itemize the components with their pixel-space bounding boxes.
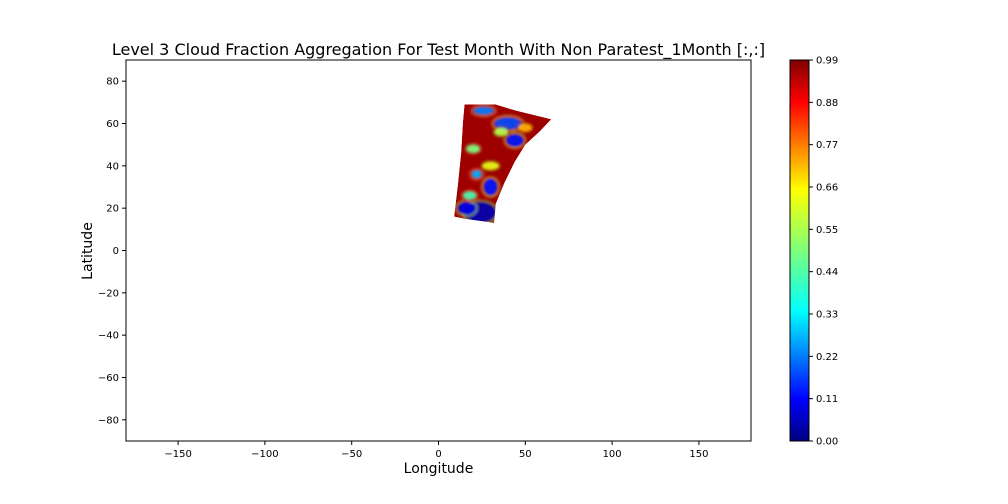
- y-tick-label: 0: [113, 246, 119, 257]
- swath-feature-edge: [491, 115, 525, 132]
- swath-feature-edge: [491, 125, 511, 139]
- satellite-swath: [454, 104, 552, 223]
- swath-feature-edge: [463, 142, 483, 156]
- y-tick-label: 60: [106, 119, 119, 130]
- chart-title: Level 3 Cloud Fraction Aggregation For T…: [112, 40, 765, 60]
- swath-feature: [483, 178, 498, 196]
- colorbar-tick-label: 0.88: [816, 98, 838, 109]
- x-tick-label: −50: [341, 449, 362, 460]
- swath-feature: [462, 191, 477, 200]
- colorbar-tick-label: 0.66: [816, 183, 838, 194]
- swath-feature-edge: [460, 189, 480, 202]
- colorbar-tick-label: 0.33: [816, 310, 838, 321]
- colorbar-tick-label: 0.55: [816, 225, 838, 236]
- swath-feature: [473, 106, 495, 116]
- x-axis: −150 −100 −50 0 50 100 150: [164, 441, 708, 460]
- y-axis-label: Latitude: [80, 222, 96, 280]
- colorbar-gradient: [789, 59, 810, 442]
- y-tick-label: 80: [106, 77, 119, 88]
- y-tick-label: −40: [98, 331, 119, 342]
- swath-feature: [518, 123, 533, 132]
- x-tick-label: −150: [164, 449, 191, 460]
- swath-feature: [457, 201, 475, 215]
- x-axis-label: Longitude: [404, 461, 474, 477]
- swath-feature-edge: [470, 104, 497, 118]
- swath-feature-edge: [468, 167, 485, 181]
- swath-feature-edge: [479, 159, 502, 173]
- colorbar-tick-label: 0.44: [816, 267, 838, 278]
- swath-feature: [481, 161, 500, 171]
- colorbar: 0.00 0.11 0.22 0.33 0.44 0.55 0.66 0.77 0.88 0.99: [789, 56, 838, 448]
- x-tick-label: 0: [435, 449, 441, 460]
- y-axis: 80 60 40 20 0 −20 −40 −60 −80: [98, 77, 126, 426]
- x-tick-label: 50: [519, 449, 532, 460]
- colorbar-tick-label: 0.11: [816, 394, 838, 405]
- y-tick-label: −80: [98, 415, 119, 426]
- x-tick-label: −100: [251, 449, 278, 460]
- plot-area: [125, 59, 752, 442]
- swath-feature: [466, 144, 481, 154]
- y-tick-label: 40: [106, 161, 119, 172]
- x-tick-label: 100: [603, 449, 622, 460]
- y-tick-label: −60: [98, 373, 119, 384]
- swath-feature-edge: [481, 176, 501, 198]
- swath-feature: [471, 170, 482, 179]
- x-tick-label: 150: [689, 449, 708, 460]
- colorbar-tick-label: 0.00: [816, 437, 838, 448]
- swath-feature-edge: [515, 121, 535, 135]
- y-tick-label: −20: [98, 288, 119, 299]
- y-tick-label: 20: [106, 204, 119, 215]
- swath-feature: [506, 134, 524, 147]
- swath-feature-edge: [503, 131, 527, 149]
- colorbar-tick-label: 0.22: [816, 352, 838, 363]
- swath-features: [454, 104, 535, 223]
- colorbar-tick-label: 0.77: [816, 140, 838, 151]
- colorbar-ticks: 0.00 0.11 0.22 0.33 0.44 0.55 0.66 0.77 0.88 0.99: [809, 56, 838, 448]
- colorbar-tick-label: 0.99: [816, 56, 838, 67]
- swath-feature: [494, 127, 508, 137]
